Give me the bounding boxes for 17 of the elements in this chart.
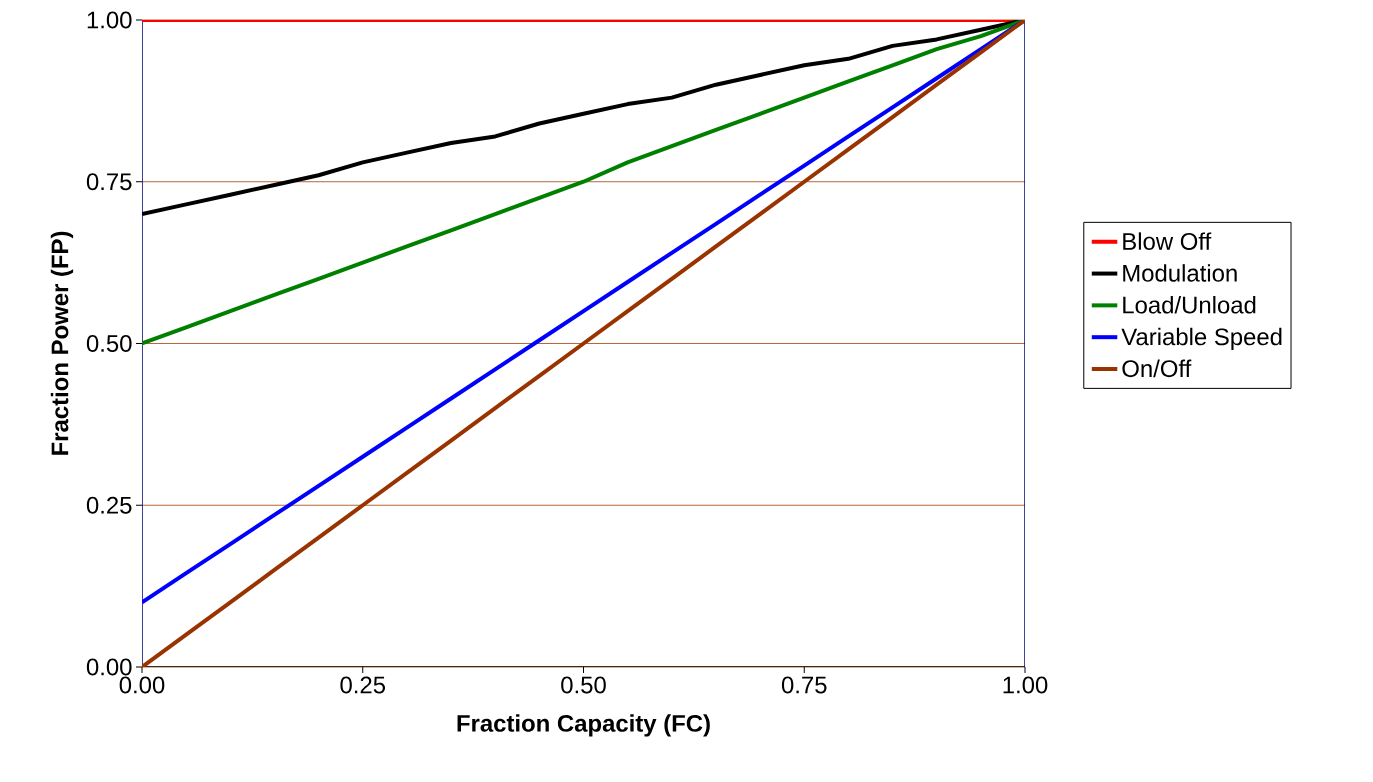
- legend-label: Modulation: [1123, 264, 1237, 282]
- x-tick-label: 0.75: [781, 676, 827, 694]
- x-tick-label: 0.50: [561, 676, 606, 694]
- x-tick-label: 0.25: [340, 676, 386, 694]
- legend-label: On/Off: [1122, 359, 1192, 378]
- legend-label: Load/Unload: [1123, 295, 1256, 314]
- y-tick-label: 0.25: [86, 496, 132, 514]
- y-tick-label: 0.50: [86, 335, 132, 352]
- x-tick-label: 0.00: [119, 676, 165, 694]
- y-axis-title: Fraction Power (FP): [50, 231, 74, 455]
- x-tick-label: 1.00: [1003, 676, 1048, 694]
- y-tick-label: 0.00: [86, 658, 132, 676]
- x-axis-title: Fraction Capacity (FC): [457, 714, 710, 737]
- legend-label: Variable Speed: [1121, 327, 1282, 351]
- legend-label: Blow Off: [1123, 232, 1212, 250]
- y-tick-label: 1.00: [87, 11, 132, 29]
- y-tick-label: 0.75: [86, 173, 132, 191]
